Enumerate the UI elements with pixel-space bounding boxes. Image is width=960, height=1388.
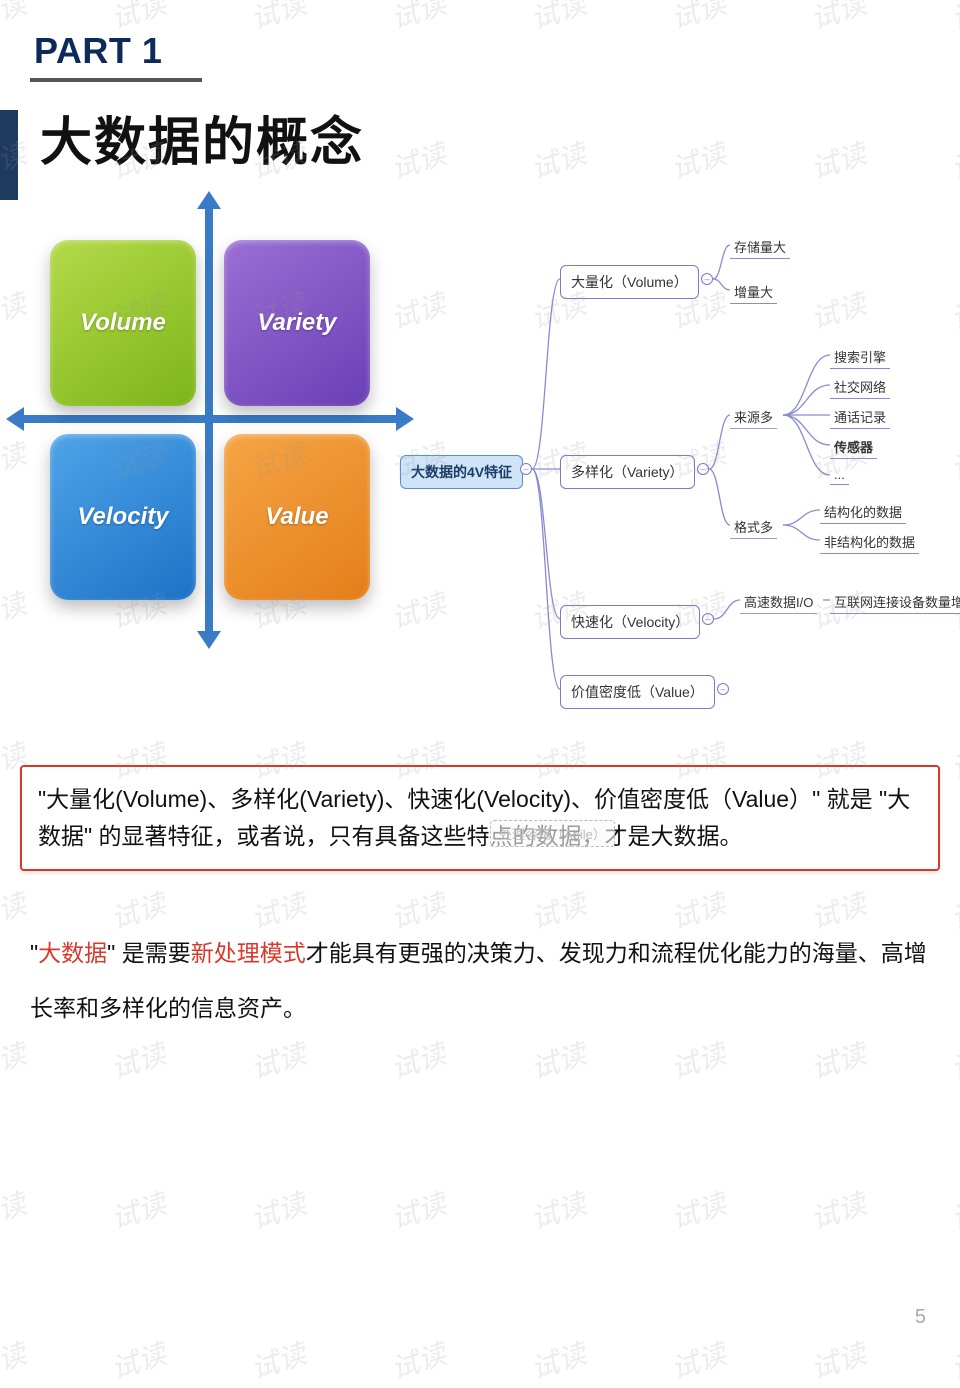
watermark-text: 试读: [0, 882, 31, 937]
def-prefix: ": [30, 940, 38, 966]
slide-header: PART 1 大数据的概念: [0, 0, 960, 175]
summary-text: "大量化(Volume)、多样化(Variety)、快速化(Velocity)、…: [38, 786, 910, 849]
watermark-text: 试读: [665, 1032, 731, 1087]
def-mid1: " 是需要: [107, 940, 191, 966]
watermark-text: 试读: [105, 1182, 171, 1237]
watermark-text: 试读: [105, 1032, 171, 1087]
watermark-text: 试读: [805, 1182, 871, 1237]
tile-volume: Volume: [50, 240, 196, 406]
mindmap-subgroup: 来源多: [730, 405, 777, 429]
mindmap-branch-velocity: 快速化（Velocity）: [560, 605, 700, 639]
four-v-mindmap: 大数据的4V特征–大量化（Volume）–存储量大增量大多样化（Variety）…: [400, 205, 950, 725]
watermark-text: 试读: [665, 1332, 731, 1387]
mindmap-subgroup: 格式多: [730, 515, 777, 539]
watermark-text: 试读: [245, 1032, 311, 1087]
mindmap-leaf: 通话记录: [830, 405, 890, 429]
mindmap-leaf: 非结构化的数据: [820, 530, 919, 554]
tile-value: Value: [224, 434, 370, 600]
definition-paragraph: "大数据" 是需要新处理模式才能具有更强的决策力、发现力和流程优化能力的海量、高…: [30, 926, 936, 1036]
mindmap-toggle-icon: –: [702, 613, 714, 625]
mindmap-toggle-icon: –: [717, 683, 729, 695]
watermark-text: 试读: [245, 1182, 311, 1237]
watermark-text: 试读: [525, 1332, 591, 1387]
watermark-text: 试读: [805, 1032, 871, 1087]
accent-bar: [0, 110, 18, 200]
mindmap-leaf: 结构化的数据: [820, 500, 906, 524]
ghost-hidden-node: 处理容错（Agile）: [490, 820, 615, 847]
watermark-text: 试读: [245, 1332, 311, 1387]
diagram-row: Volume Variety Velocity Value 大数据的4V特征–大…: [0, 205, 960, 725]
page-title: 大数据的概念: [40, 100, 960, 175]
mindmap-root: 大数据的4V特征: [400, 455, 523, 489]
def-highlight-1: 大数据: [38, 940, 107, 966]
mindmap-branch-variety: 多样化（Variety）: [560, 455, 695, 489]
watermark-text: 试读: [525, 1182, 591, 1237]
watermark-text: 试读: [105, 1332, 171, 1387]
mindmap-toggle-icon: –: [701, 273, 713, 285]
mindmap-leaf: 社交网络: [830, 375, 890, 399]
watermark-text: 试读: [525, 1032, 591, 1087]
part-label: PART 1: [30, 30, 202, 82]
tile-variety: Variety: [224, 240, 370, 406]
mindmap-leaf: 互联网连接设备数量增长: [830, 590, 960, 614]
quadrant-grid: Volume Variety Velocity Value: [50, 240, 370, 600]
watermark-text: 试读: [385, 1182, 451, 1237]
mindmap-toggle-icon: –: [697, 463, 709, 475]
watermark-text: 试读: [945, 1332, 960, 1387]
watermark-text: 试读: [385, 1032, 451, 1087]
mindmap-leaf: 存储量大: [730, 235, 790, 259]
four-v-quadrant: Volume Variety Velocity Value: [20, 205, 390, 635]
watermark-text: 试读: [945, 882, 960, 937]
mindmap-toggle-icon: –: [520, 463, 532, 475]
watermark-text: 试读: [0, 1332, 31, 1387]
mindmap-leaf: 搜索引擎: [830, 345, 890, 369]
watermark-text: 试读: [0, 1032, 31, 1087]
def-highlight-2: 新处理模式: [191, 940, 306, 966]
mindmap-leaf: 增量大: [730, 280, 777, 304]
mindmap-branch-value: 价值密度低（Value）: [560, 675, 715, 709]
tile-velocity: Velocity: [50, 434, 196, 600]
mindmap-leaf: ...: [830, 465, 849, 485]
watermark-text: 试读: [385, 1332, 451, 1387]
mindmap-subgroup: 高速数据I/O: [740, 590, 817, 614]
mindmap-leaf: 传感器: [830, 435, 877, 459]
watermark-text: 试读: [945, 732, 960, 787]
watermark-text: 试读: [805, 1332, 871, 1387]
summary-box: "大量化(Volume)、多样化(Variety)、快速化(Velocity)、…: [20, 765, 940, 871]
watermark-text: 试读: [945, 1182, 960, 1237]
page-number: 5: [915, 1306, 926, 1329]
mindmap-branch-volume: 大量化（Volume）: [560, 265, 699, 299]
watermark-text: 试读: [945, 1032, 960, 1087]
watermark-text: 试读: [0, 1182, 31, 1237]
watermark-text: 试读: [665, 1182, 731, 1237]
